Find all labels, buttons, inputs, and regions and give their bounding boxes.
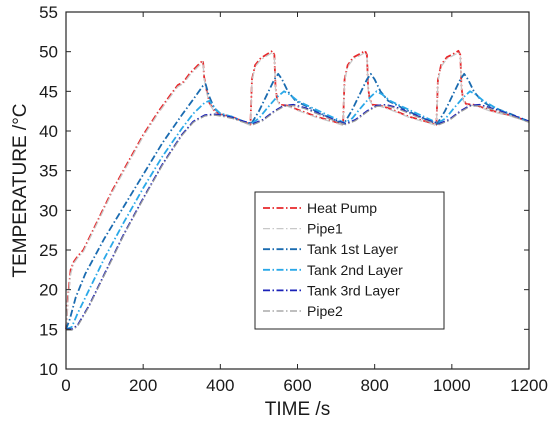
- legend-box: [254, 191, 445, 330]
- series-line-3: [65, 72, 530, 330]
- legend-label: Pipe2: [307, 303, 343, 319]
- y-tick-label: 15: [39, 320, 58, 339]
- y-axis-title: TEMPERATURE /°C: [10, 103, 31, 277]
- y-tick-label: 45: [39, 82, 58, 101]
- y-tick-label: 30: [39, 201, 58, 220]
- series-line-4: [65, 90, 530, 331]
- x-axis-title: TIME /s: [265, 399, 330, 420]
- legend-label: Tank 3rd Layer: [307, 282, 400, 298]
- legend-label: Tank 1st Layer: [307, 241, 398, 257]
- y-tick-label: 40: [39, 122, 58, 141]
- y-tick-label: 20: [39, 281, 58, 300]
- legend: Heat Pump Pipe1 Tank 1st Layer Tank 2nd Lay…: [254, 191, 445, 330]
- legend-label: Pipe1: [307, 221, 343, 237]
- legend-label: Heat Pump: [307, 200, 377, 216]
- x-tick-label: 200: [129, 376, 157, 395]
- series-line-5: [66, 103, 530, 331]
- y-tick-label: 55: [39, 3, 58, 22]
- x-tick-label: 600: [283, 376, 311, 395]
- x-tick-label: 1200: [510, 376, 548, 395]
- x-tick-label: 1000: [433, 376, 471, 395]
- legend-label: Tank 2nd Layer: [307, 262, 403, 278]
- series-line-2: [65, 51, 530, 330]
- x-tick-label: 400: [206, 376, 234, 395]
- series-line-6: [66, 104, 530, 331]
- y-tick-label: 35: [39, 162, 58, 181]
- y-tick-label: 25: [39, 241, 58, 260]
- x-tick-label: 0: [61, 376, 70, 395]
- y-tick-label: 10: [39, 360, 58, 379]
- x-tick-label: 800: [360, 376, 388, 395]
- series-line-1: [65, 49, 530, 330]
- y-tick-label: 50: [39, 43, 58, 62]
